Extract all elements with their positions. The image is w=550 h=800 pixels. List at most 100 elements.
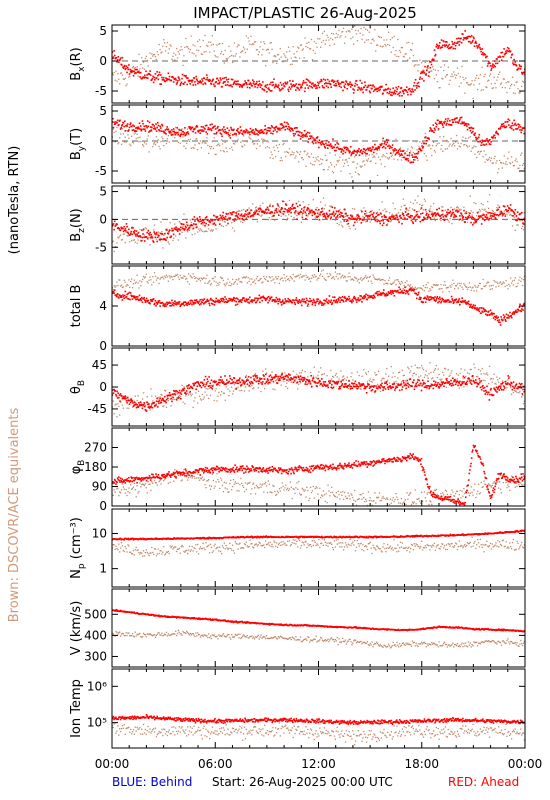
- data-point: [245, 140, 248, 142]
- data-point: [457, 207, 460, 209]
- data-point: [218, 43, 220, 45]
- data-point: [305, 132, 308, 135]
- data-point: [389, 221, 392, 223]
- data-point: [428, 209, 430, 211]
- data-point: [517, 224, 519, 226]
- data-point: [361, 38, 363, 41]
- data-point: [289, 63, 292, 66]
- data-point: [472, 127, 475, 130]
- data-point: [362, 295, 365, 298]
- data-point: [461, 139, 463, 141]
- data-point: [279, 123, 282, 126]
- data-point: [370, 217, 372, 219]
- data-point: [164, 303, 167, 305]
- data-point: [140, 299, 143, 302]
- data-point: [122, 122, 125, 124]
- data-point: [487, 158, 490, 160]
- data-point: [499, 83, 502, 85]
- data-point: [175, 133, 178, 135]
- data-point: [506, 121, 509, 123]
- data-point: [280, 301, 282, 304]
- data-point: [179, 49, 181, 51]
- data-point: [477, 284, 480, 287]
- data-point: [149, 409, 151, 411]
- data-point: [132, 227, 134, 229]
- data-point: [199, 46, 202, 48]
- data-point: [474, 132, 476, 135]
- data-point: [445, 44, 448, 46]
- data-point: [250, 138, 252, 140]
- data-point: [360, 277, 362, 279]
- data-point: [412, 287, 415, 290]
- data-point: [261, 88, 264, 90]
- data-point: [226, 213, 228, 215]
- data-point: [406, 154, 409, 157]
- data-point: [206, 274, 208, 276]
- data-point: [320, 304, 323, 306]
- data-point: [414, 216, 416, 218]
- data-point: [127, 235, 129, 237]
- data-point: [502, 78, 504, 80]
- data-point: [128, 298, 130, 300]
- data-point: [308, 278, 310, 280]
- data-point: [280, 215, 282, 217]
- data-point: [460, 301, 463, 303]
- data-point: [182, 130, 184, 133]
- data-point: [233, 296, 235, 299]
- data-point: [494, 155, 496, 158]
- data-point: [141, 77, 143, 80]
- data-point: [196, 138, 198, 140]
- data-point: [434, 129, 436, 131]
- data-point: [516, 211, 519, 214]
- data-point: [409, 150, 412, 152]
- data-point: [128, 137, 130, 139]
- data-point: [220, 139, 223, 141]
- data-point: [233, 128, 235, 131]
- data-point: [248, 280, 250, 282]
- data-point: [266, 212, 268, 214]
- data-point: [427, 213, 430, 216]
- data-point: [341, 275, 343, 278]
- data-point: [119, 235, 121, 238]
- data-point: [350, 218, 353, 220]
- data-point: [324, 279, 326, 281]
- data-point: [464, 30, 466, 32]
- data-point: [466, 37, 469, 40]
- data-point: [520, 65, 523, 68]
- y-tick-label: -5: [95, 84, 107, 98]
- data-point: [504, 163, 506, 165]
- data-point: [223, 221, 225, 223]
- data-point: [440, 148, 442, 150]
- data-point: [232, 283, 235, 285]
- data-point: [450, 46, 453, 48]
- data-point: [133, 72, 136, 75]
- data-point: [445, 214, 448, 216]
- data-point: [153, 224, 156, 226]
- data-point: [429, 66, 432, 69]
- data-point: [427, 217, 429, 220]
- data-point: [231, 299, 234, 301]
- data-point: [139, 71, 142, 74]
- data-point: [157, 300, 160, 302]
- data-point: [364, 296, 367, 298]
- data-point: [211, 123, 213, 126]
- data-point: [409, 48, 412, 51]
- data-point: [245, 82, 248, 84]
- data-point: [487, 141, 489, 143]
- data-point: [359, 218, 362, 220]
- data-point: [422, 70, 425, 73]
- data-point: [150, 279, 152, 281]
- data-point: [128, 64, 130, 66]
- data-point: [113, 285, 115, 287]
- data-point: [115, 294, 117, 296]
- data-point: [423, 289, 426, 292]
- data-point: [314, 160, 316, 162]
- data-point: [424, 136, 427, 138]
- data-point: [347, 222, 350, 225]
- data-point: [342, 165, 345, 167]
- data-point: [249, 82, 252, 84]
- panel-0: 50-5Bx(R): [69, 24, 526, 104]
- data-point: [182, 136, 184, 138]
- data-point: [519, 276, 521, 278]
- data-point: [113, 228, 115, 231]
